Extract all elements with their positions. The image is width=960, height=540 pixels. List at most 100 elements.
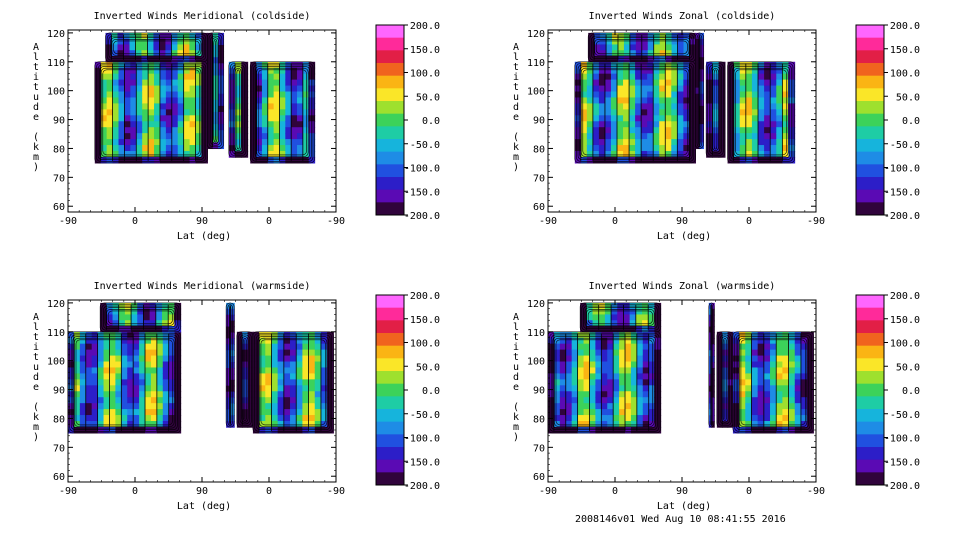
contour-cell <box>559 355 567 363</box>
contour-cell <box>267 156 275 164</box>
contour-cell <box>653 121 660 128</box>
contour-cell <box>577 409 585 416</box>
contour-cell <box>648 391 656 398</box>
colorbar-swatch <box>856 320 884 334</box>
contour-cell <box>807 337 814 345</box>
contour-cell <box>653 133 660 140</box>
contour-cell <box>133 361 140 369</box>
colorbar-tick-label: 200.0 <box>410 291 440 302</box>
contour-cell <box>235 79 242 87</box>
colorbar-swatch <box>856 151 884 165</box>
contour-cell <box>800 349 808 357</box>
contour-cell <box>641 127 648 134</box>
contour-cell <box>745 349 753 357</box>
colorbar-swatch <box>856 37 884 51</box>
contour-cell <box>124 109 131 116</box>
contour-cell <box>195 150 203 158</box>
contour-cell <box>121 343 128 351</box>
contour-cell <box>100 156 108 164</box>
contour-cell <box>595 409 602 416</box>
contour-cell <box>189 50 196 57</box>
contour-cell <box>162 361 170 369</box>
contour-cell <box>283 385 291 392</box>
contour-cell <box>641 150 648 158</box>
contour-cell <box>600 38 607 46</box>
contour-cell <box>162 367 170 375</box>
contour-cell <box>174 308 182 316</box>
contour-cell <box>739 397 746 404</box>
contour-cell <box>695 57 701 64</box>
contour-cell <box>118 156 126 164</box>
contour-cell <box>745 409 753 416</box>
contour-cell <box>195 97 203 105</box>
contour-cell <box>118 320 126 327</box>
contour-cell <box>171 150 179 158</box>
contour-cell <box>745 133 753 140</box>
contour-cell <box>291 127 298 134</box>
contour-cell <box>117 44 125 51</box>
contour-cell <box>617 97 624 105</box>
contour-cell <box>604 121 612 128</box>
contour-cell <box>241 127 249 134</box>
contour-cell <box>139 409 146 416</box>
contour-line <box>106 34 207 61</box>
contour-cell <box>758 121 765 128</box>
contour-cell <box>112 145 120 152</box>
contour-cell <box>604 109 612 116</box>
contour-cell <box>553 397 561 404</box>
contour-cell <box>308 145 316 152</box>
contour-cell <box>201 97 208 105</box>
contour-cell <box>97 337 105 345</box>
contour-cell <box>118 109 126 116</box>
colorbar-tick-label: 100.0 <box>410 69 440 80</box>
contour-cell <box>647 127 654 134</box>
contour-cell <box>183 121 191 128</box>
contour-cell <box>647 103 654 110</box>
contour-cell <box>109 373 116 380</box>
contour-cell <box>739 73 747 81</box>
contour-cell <box>327 415 334 422</box>
contour-cell <box>711 332 715 339</box>
contour-cell <box>629 314 637 321</box>
contour-cell <box>171 56 179 63</box>
contour-cell <box>118 139 126 146</box>
contour-cell <box>583 337 591 345</box>
contour-cell <box>142 145 149 152</box>
contour-cell <box>297 133 304 140</box>
contour-cell <box>195 109 203 116</box>
contour-cell <box>642 397 650 404</box>
contour-cell <box>745 426 753 434</box>
contour-cell <box>145 343 152 351</box>
contour-cell <box>115 397 122 404</box>
contour-cell <box>131 326 138 333</box>
contour-cell <box>718 67 726 75</box>
contour-cell <box>85 361 93 369</box>
contour-cell <box>689 127 696 134</box>
contour-cell <box>156 391 164 398</box>
contour-cell <box>607 415 614 422</box>
contour-cell <box>794 403 802 410</box>
contour-cell <box>308 115 316 122</box>
contour-cell <box>159 103 167 110</box>
contour-cell <box>121 379 128 386</box>
contour-cell <box>764 97 771 105</box>
contour-cell <box>648 415 656 422</box>
contour-line <box>254 66 311 159</box>
contour-cell <box>308 373 316 380</box>
contour-cell <box>267 150 275 158</box>
colorbar-tick-label: -200.0 <box>884 481 920 492</box>
contour-cell <box>121 367 128 375</box>
contour-cell <box>641 91 648 99</box>
contour-cell <box>635 127 642 134</box>
contour-cell <box>159 67 167 75</box>
contour-cell <box>162 415 170 422</box>
contour-cell <box>641 38 649 46</box>
contour-fill-group <box>574 32 796 164</box>
contour-cell <box>165 56 173 63</box>
contour-cell <box>553 361 561 369</box>
y-axis-label-char: ) <box>513 432 519 443</box>
contour-cell <box>279 145 286 152</box>
contour-cell <box>604 150 612 158</box>
contour-cell <box>147 44 155 51</box>
contour-cell <box>586 91 594 99</box>
